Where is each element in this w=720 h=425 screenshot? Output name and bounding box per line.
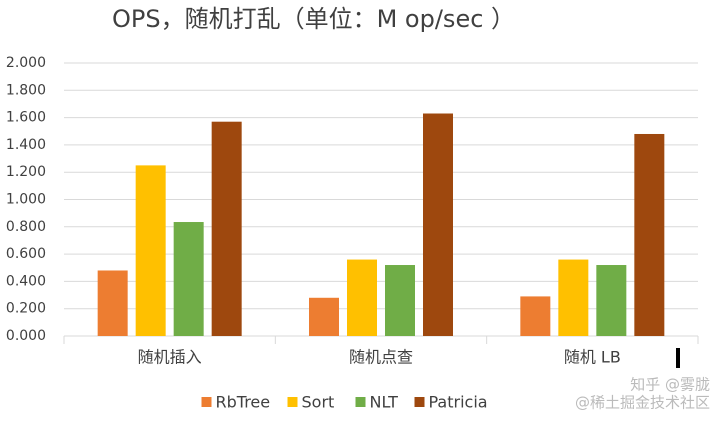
legend-swatch bbox=[414, 397, 425, 407]
legend-label: Patricia bbox=[429, 393, 488, 412]
y-tick-label: 1.600 bbox=[6, 110, 46, 126]
y-tick-label: 0.200 bbox=[6, 301, 46, 317]
legend-swatch bbox=[287, 397, 298, 407]
x-tick-label: 随机点查 bbox=[349, 348, 413, 367]
bar bbox=[309, 297, 339, 336]
y-tick-label: 2.000 bbox=[6, 55, 46, 71]
y-tick-label: 0.400 bbox=[6, 273, 46, 289]
y-tick-label: 1.800 bbox=[6, 82, 46, 98]
y-tick-label: 0.800 bbox=[6, 219, 46, 235]
bar bbox=[558, 259, 589, 336]
bar bbox=[596, 265, 627, 336]
legend-label: RbTree bbox=[216, 393, 271, 412]
bar bbox=[211, 121, 242, 336]
y-tick-label: 1.200 bbox=[6, 164, 46, 180]
y-tick-label: 1.000 bbox=[6, 192, 46, 208]
x-tick-label: 随机插入 bbox=[138, 348, 202, 367]
watermark: 知乎 @雾胧 bbox=[630, 376, 710, 394]
legend-label: NLT bbox=[370, 393, 399, 412]
bar bbox=[135, 165, 166, 336]
bar bbox=[173, 222, 204, 336]
chart-title: OPS，随机打乱（单位：M op/sec ） bbox=[112, 5, 515, 33]
legend-swatch bbox=[355, 397, 366, 407]
x-tick-label: 随机 LB bbox=[564, 348, 621, 367]
legend-label: Sort bbox=[302, 393, 335, 412]
y-tick-label: 0.600 bbox=[6, 246, 46, 262]
cursor-mark bbox=[676, 348, 680, 368]
bar bbox=[520, 296, 551, 336]
watermark: @稀土掘金技术社区 bbox=[575, 394, 710, 412]
y-tick-label: 1.400 bbox=[6, 137, 46, 153]
bar bbox=[385, 265, 415, 336]
bar bbox=[97, 270, 128, 336]
bar bbox=[347, 259, 377, 336]
bar bbox=[423, 113, 453, 336]
legend-swatch bbox=[201, 397, 212, 407]
y-tick-label: 0.000 bbox=[6, 328, 46, 344]
bar bbox=[634, 133, 665, 336]
